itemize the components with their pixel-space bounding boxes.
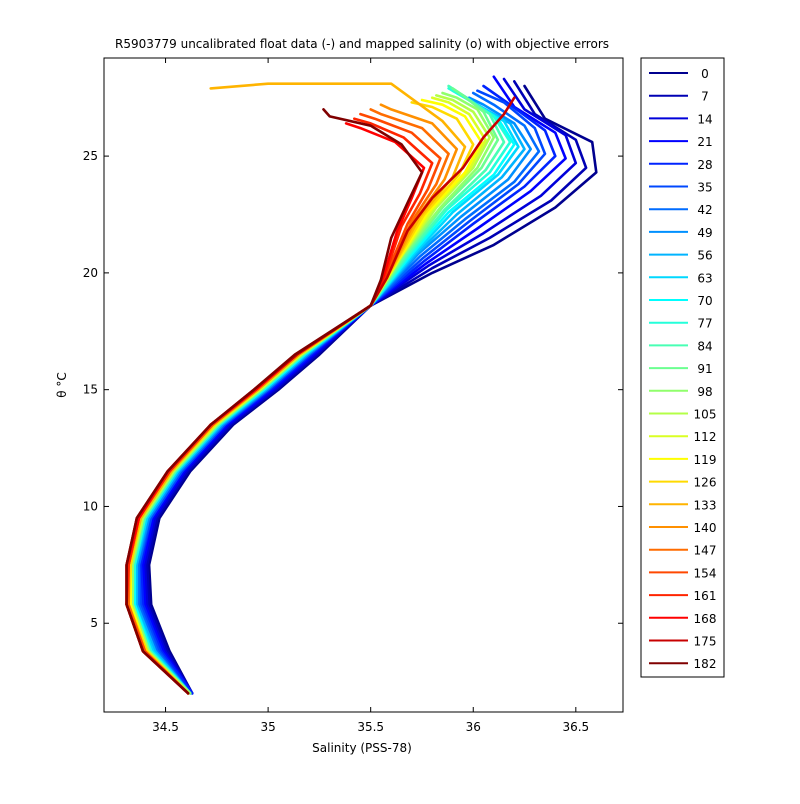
legend-label: 0	[701, 67, 709, 81]
legend-label: 175	[694, 635, 717, 649]
x-tick-label: 36	[466, 720, 481, 734]
legend-label: 28	[697, 158, 712, 172]
series-line-28	[139, 84, 557, 695]
legend-label: 126	[694, 476, 717, 490]
legend-label: 161	[694, 589, 717, 603]
series-line-0	[147, 84, 598, 695]
legend-label: 147	[694, 544, 717, 558]
series-line-14	[143, 77, 578, 695]
x-tick-label: 35	[260, 720, 275, 734]
y-tick-label: 25	[83, 149, 98, 163]
legend-label: 56	[697, 249, 712, 263]
legend-label: 49	[697, 226, 712, 240]
plot-border	[103, 57, 624, 713]
legend: 0 7 14 21 28 35 42 49 56 63 70 77 84 91 98 105 112 119 126…	[640, 57, 725, 678]
legend-label: 112	[694, 430, 717, 444]
y-tick-label: 20	[83, 266, 98, 280]
series-line-182	[125, 108, 424, 695]
series-line-7	[145, 80, 588, 695]
legend-label: 84	[697, 339, 712, 353]
y-tick-label: 10	[83, 499, 98, 513]
legend-label: 35	[697, 181, 712, 195]
legend-label: 63	[697, 271, 712, 285]
x-tick-label: 35.5	[357, 720, 384, 734]
legend-label: 91	[697, 362, 712, 376]
legend-label: 7	[701, 90, 709, 104]
legend-label: 70	[697, 294, 712, 308]
x-axis-label: Salinity (PSS-78)	[312, 741, 412, 755]
chart-title: R5903779 uncalibrated float data (-) and…	[115, 37, 609, 51]
x-tick-label: 36.5	[562, 720, 589, 734]
legend-label: 133	[694, 498, 717, 512]
x-axis: 34.5 35 35.5 36 36.5	[152, 58, 589, 734]
legend-label: 119	[694, 453, 717, 467]
y-axis-label: θ °C	[55, 372, 69, 398]
y-tick-label: 5	[90, 616, 98, 630]
legend-label: 105	[694, 408, 717, 422]
legend-label: 21	[697, 135, 712, 149]
legend-label: 77	[697, 317, 712, 331]
series-layer	[125, 75, 598, 695]
legend-label: 168	[694, 612, 717, 626]
legend-label: 154	[694, 566, 717, 580]
y-axis: 5 10 15 20 25	[83, 149, 623, 630]
legend-items: 0 7 14 21 28 35 42 49 56 63 70 77 84 91 98 105 112 119 126…	[649, 67, 716, 671]
legend-label: 182	[694, 657, 717, 671]
plot-area	[104, 58, 623, 712]
y-tick-label: 15	[83, 383, 98, 397]
legend-label: 14	[697, 112, 712, 126]
x-tick-label: 34.5	[152, 720, 179, 734]
legend-label: 140	[694, 521, 717, 535]
legend-label: 98	[697, 385, 712, 399]
legend-label: 42	[697, 203, 712, 217]
